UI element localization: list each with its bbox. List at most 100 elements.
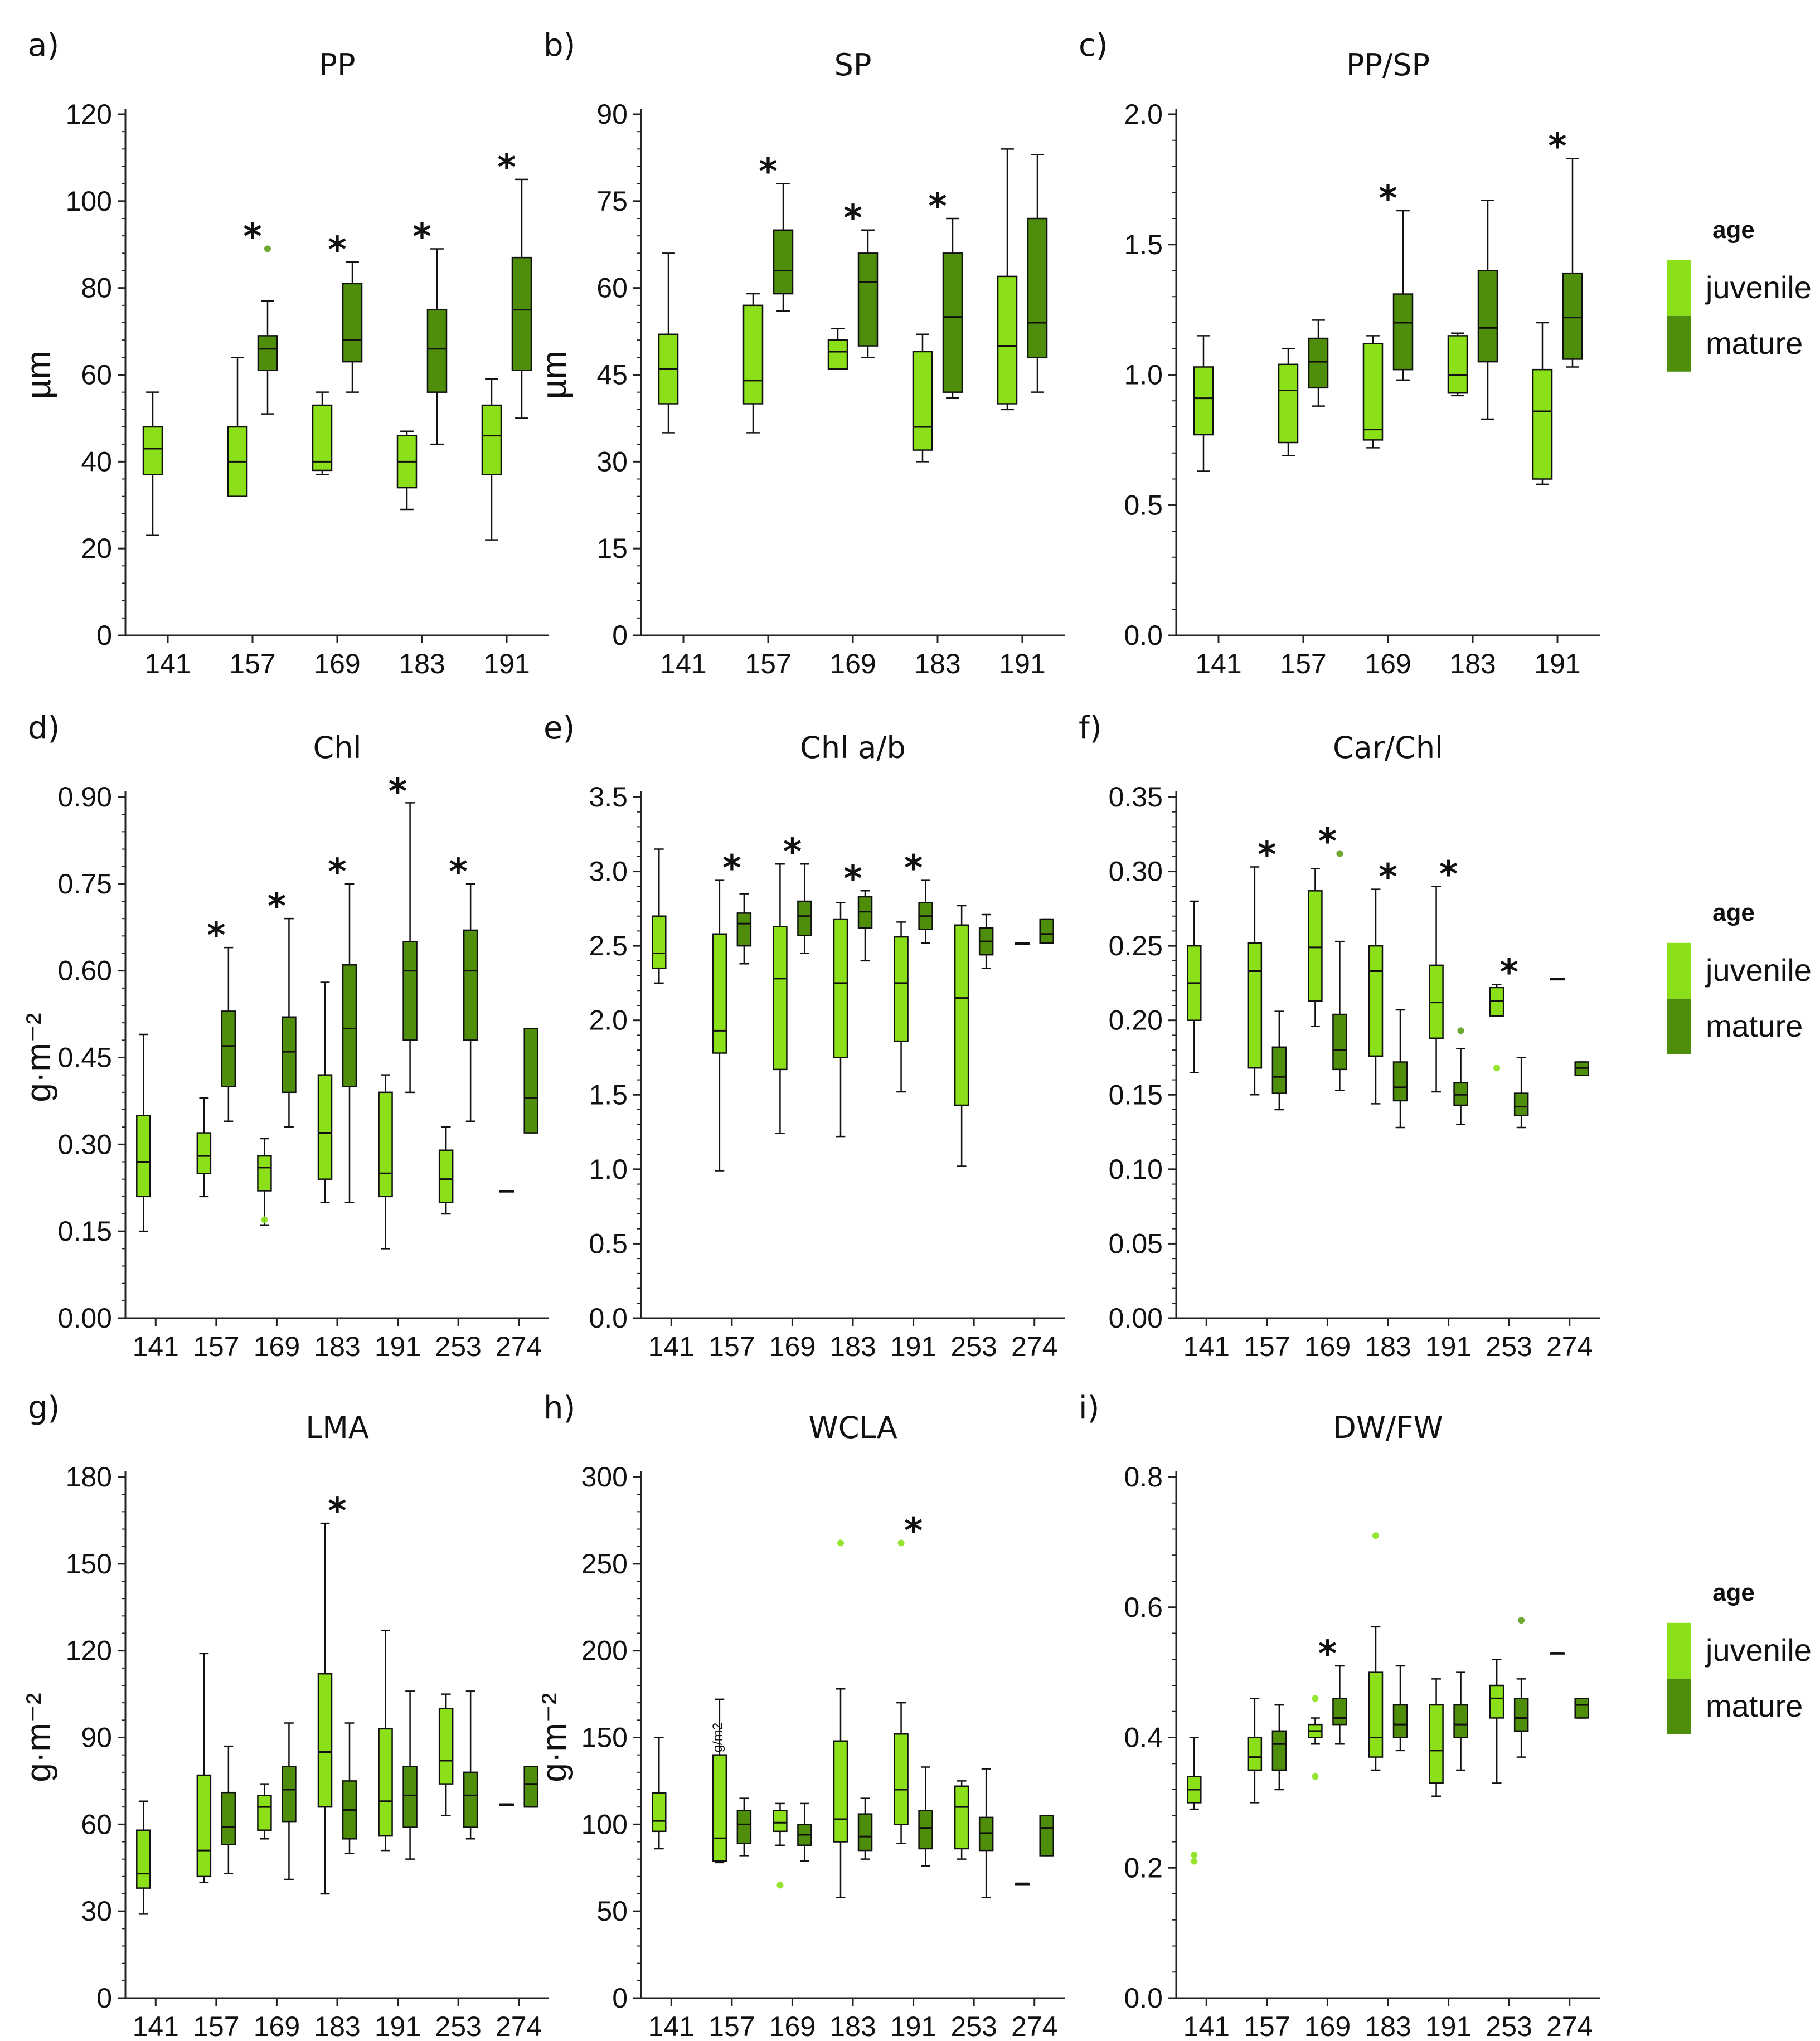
juvenile-box bbox=[481, 378, 502, 541]
y-tick-label: 30 bbox=[81, 1896, 112, 1927]
juvenile-box bbox=[1247, 1698, 1263, 1804]
legend-title: age bbox=[1712, 216, 1755, 244]
x-tick-label: 157 bbox=[193, 1331, 239, 1362]
box-iqr bbox=[1532, 368, 1553, 480]
box-iqr bbox=[257, 1795, 272, 1831]
box-iqr bbox=[1308, 890, 1323, 1002]
x-tick-label: 253 bbox=[435, 1331, 481, 1362]
box-iqr bbox=[342, 283, 363, 363]
box-iqr bbox=[833, 918, 848, 1058]
significance-star: * bbox=[843, 198, 862, 239]
box-iqr bbox=[438, 1708, 454, 1785]
outlier-point bbox=[1372, 1532, 1379, 1539]
box-iqr bbox=[1308, 337, 1329, 389]
x-tick-label: 141 bbox=[1195, 648, 1241, 679]
panel-dw-fw: i) DW/FW 0.0 0.2 0.4 0.6 0.8 141 157 169 183 191 253… bbox=[1079, 1390, 1812, 2041]
outlier-point bbox=[776, 1882, 784, 1889]
panel-wcla: h) WCLA 0 50 100 150 200 250 300 g·m⁻² 141 157 169 18… bbox=[535, 1390, 1065, 2041]
juvenile-box bbox=[396, 430, 418, 511]
box-iqr bbox=[523, 1766, 538, 1808]
box-iqr bbox=[1247, 1737, 1263, 1771]
mature-box bbox=[463, 883, 478, 1122]
x-tick-label: 157 bbox=[1244, 1331, 1290, 1362]
outlier-point bbox=[897, 1539, 905, 1547]
box-iqr bbox=[1562, 272, 1583, 360]
box-iqr bbox=[378, 1728, 393, 1837]
mature-box bbox=[1513, 1678, 1529, 1758]
juvenile-box bbox=[954, 905, 969, 1167]
mature-box bbox=[257, 300, 278, 415]
y-tick-label: 100 bbox=[581, 1809, 628, 1840]
box-iqr bbox=[426, 309, 448, 393]
juvenile-box bbox=[227, 357, 248, 497]
juvenile-box bbox=[317, 981, 333, 1203]
juvenile-box bbox=[1015, 1882, 1030, 1886]
box-iqr bbox=[317, 1074, 333, 1180]
mature-box bbox=[1562, 158, 1583, 368]
legend-title: age bbox=[1712, 1579, 1755, 1606]
box-iqr bbox=[342, 964, 357, 1087]
juvenile-box bbox=[1193, 335, 1214, 472]
panel-title: WCLA bbox=[808, 1410, 897, 1445]
mature-box bbox=[797, 1802, 812, 1862]
legend: age juvenile mature bbox=[1667, 216, 1812, 372]
panel-title: DW/FW bbox=[1333, 1410, 1443, 1445]
panel-title: PP bbox=[319, 47, 355, 82]
unit-note: g/m2 bbox=[710, 1723, 725, 1752]
juvenile-box bbox=[773, 863, 788, 1134]
panel-letter: i) bbox=[1079, 1390, 1099, 1426]
significance-star: * bbox=[1548, 126, 1566, 167]
mature-box bbox=[342, 883, 357, 1203]
y-tick-label: 1.0 bbox=[589, 1154, 628, 1185]
y-tick-label: 0.4 bbox=[1124, 1722, 1163, 1753]
y-tick-label: 1.5 bbox=[1124, 229, 1163, 260]
y-axis-label: g·m⁻² bbox=[535, 1693, 574, 1782]
box-iqr bbox=[221, 1010, 236, 1087]
juvenile-box bbox=[833, 1688, 848, 1898]
panel-title: PP/SP bbox=[1346, 47, 1430, 82]
outlier-point bbox=[1191, 1858, 1198, 1865]
box-iqr bbox=[1271, 1730, 1287, 1771]
x-tick-label: 169 bbox=[254, 1331, 300, 1362]
x-tick-label: 253 bbox=[435, 2011, 481, 2041]
juvenile-box bbox=[1362, 335, 1384, 449]
y-tick-label: 1.5 bbox=[589, 1079, 628, 1110]
y-tick-label: 2.5 bbox=[589, 930, 628, 961]
significance-star: * bbox=[268, 886, 286, 927]
mature-box bbox=[1039, 1815, 1054, 1857]
legend-swatch-juvenile bbox=[1667, 260, 1691, 316]
juvenile-box bbox=[1368, 1626, 1384, 1771]
box-iqr bbox=[1039, 918, 1054, 944]
mature-box bbox=[1308, 319, 1329, 407]
y-tick-label: 200 bbox=[581, 1635, 628, 1666]
y-tick-label: 120 bbox=[66, 99, 112, 130]
x-tick-label: 169 bbox=[254, 2011, 300, 2041]
juvenile-box bbox=[1368, 888, 1384, 1105]
panel-letter: d) bbox=[28, 710, 60, 746]
panel-letter: h) bbox=[543, 1390, 575, 1426]
x-tick-label: 169 bbox=[829, 648, 876, 679]
y-axis-label: g·m⁻² bbox=[20, 1693, 58, 1782]
legend: age juvenile mature bbox=[1667, 1579, 1812, 1734]
x-tick-label: 141 bbox=[648, 1331, 695, 1362]
box-iqr bbox=[463, 1771, 478, 1828]
x-tick-label: 183 bbox=[1365, 2011, 1411, 2041]
y-tick-label: 120 bbox=[66, 1635, 112, 1666]
x-tick-label: 183 bbox=[914, 648, 960, 679]
mature-box bbox=[523, 1028, 538, 1134]
mature-box bbox=[523, 1766, 538, 1808]
significance-star: * bbox=[904, 1510, 923, 1552]
box-iqr bbox=[773, 926, 788, 1071]
juvenile-box bbox=[196, 1097, 212, 1198]
mature-box bbox=[402, 802, 418, 1094]
x-tick-label: 157 bbox=[1244, 2011, 1290, 2041]
significance-star: * bbox=[412, 217, 431, 258]
outlier-point bbox=[1312, 1695, 1319, 1702]
y-tick-label: 0.75 bbox=[58, 868, 112, 900]
mature-box bbox=[402, 1690, 418, 1860]
outlier-point bbox=[1457, 1027, 1464, 1034]
y-tick-label: 60 bbox=[596, 273, 628, 304]
juvenile-box bbox=[712, 1698, 727, 1864]
juvenile-box bbox=[1187, 900, 1202, 1073]
box-iqr bbox=[1368, 1671, 1384, 1758]
